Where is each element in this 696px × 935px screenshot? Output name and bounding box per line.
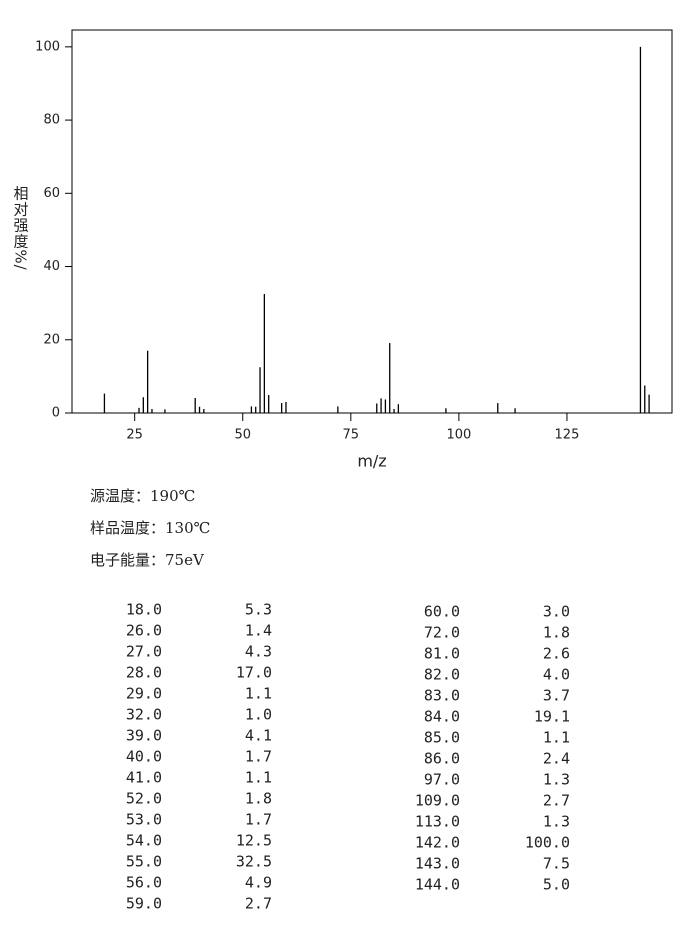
mz-cell: 39.0 <box>126 727 162 745</box>
mz-cell: 81.0 <box>424 645 460 663</box>
intensity-cell: 4.1 <box>245 727 272 745</box>
intensity-cell: 100.0 <box>525 834 570 852</box>
intensity-cell: 17.0 <box>236 664 272 682</box>
intensity-cell: 4.9 <box>245 874 272 892</box>
mz-cell: 54.0 <box>126 832 162 850</box>
y-tick-label: 80 <box>43 113 60 128</box>
intensity-cell: 32.5 <box>236 853 272 871</box>
mz-cell: 41.0 <box>126 769 162 787</box>
x-axis-label: m/z <box>357 452 386 471</box>
x-tick-label: 100 <box>446 428 471 443</box>
intensity-cell: 1.3 <box>543 813 570 831</box>
intensity-cell: 2.6 <box>543 645 570 663</box>
intensity-cell: 1.7 <box>245 811 272 829</box>
plot-frame <box>71 29 673 414</box>
mz-cell: 82.0 <box>424 666 460 684</box>
mz-cell: 85.0 <box>424 729 460 747</box>
mz-cell: 18.0 <box>126 601 162 619</box>
mz-cell: 86.0 <box>424 750 460 768</box>
intensity-cell: 2.7 <box>245 895 272 913</box>
intensity-cell: 1.1 <box>245 769 272 787</box>
y-tick-label: 100 <box>35 39 60 54</box>
condition: 电子能量：75eV <box>90 551 205 569</box>
mz-cell: 84.0 <box>424 708 460 726</box>
intensity-cell: 7.5 <box>543 855 570 873</box>
x-tick-label: 125 <box>555 428 580 443</box>
intensity-cell: 1.7 <box>245 748 272 766</box>
intensity-cell: 1.4 <box>245 622 272 640</box>
intensity-cell: 1.0 <box>245 706 272 724</box>
intensity-cell: 19.1 <box>534 708 570 726</box>
intensity-cell: 3.7 <box>543 687 570 705</box>
mz-cell: 97.0 <box>424 771 460 789</box>
mz-cell: 40.0 <box>126 748 162 766</box>
intensity-cell: 2.4 <box>543 750 570 768</box>
intensity-cell: 4.0 <box>543 666 570 684</box>
y-tick-label: 0 <box>52 406 60 421</box>
intensity-cell: 4.3 <box>245 643 272 661</box>
mz-cell: 56.0 <box>126 874 162 892</box>
mz-cell: 28.0 <box>126 664 162 682</box>
x-tick-label: 75 <box>343 428 360 443</box>
intensity-cell: 1.3 <box>543 771 570 789</box>
intensity-cell: 1.8 <box>543 624 570 642</box>
mz-cell: 72.0 <box>424 624 460 642</box>
mz-cell: 142.0 <box>415 834 460 852</box>
intensity-cell: 3.0 <box>543 603 570 621</box>
mz-cell: 113.0 <box>415 813 460 831</box>
mz-cell: 26.0 <box>126 622 162 640</box>
mz-cell: 144.0 <box>415 876 460 894</box>
mz-cell: 143.0 <box>415 855 460 873</box>
intensity-cell: 2.7 <box>543 792 570 810</box>
mz-cell: 53.0 <box>126 811 162 829</box>
intensity-cell: 1.1 <box>245 685 272 703</box>
condition: 样品温度：130℃ <box>90 519 210 537</box>
y-tick-label: 60 <box>43 186 60 201</box>
mz-cell: 32.0 <box>126 706 162 724</box>
intensity-cell: 12.5 <box>236 832 272 850</box>
intensity-cell: 1.8 <box>245 790 272 808</box>
intensity-cell: 5.0 <box>543 876 570 894</box>
mz-cell: 29.0 <box>126 685 162 703</box>
intensity-cell: 5.3 <box>245 601 272 619</box>
x-tick-label: 50 <box>234 428 251 443</box>
mz-cell: 83.0 <box>424 687 460 705</box>
mz-cell: 59.0 <box>126 895 162 913</box>
mz-cell: 52.0 <box>126 790 162 808</box>
x-tick-label: 25 <box>126 428 143 443</box>
mz-cell: 60.0 <box>424 603 460 621</box>
condition: 源温度：190℃ <box>90 487 195 505</box>
mz-cell: 55.0 <box>126 853 162 871</box>
y-axis-label: 相对强度%/ <box>12 185 30 270</box>
y-tick-label: 40 <box>43 259 60 274</box>
y-tick-label: 20 <box>43 332 60 347</box>
mz-cell: 109.0 <box>415 792 460 810</box>
intensity-cell: 1.1 <box>543 729 570 747</box>
mz-cell: 27.0 <box>126 643 162 661</box>
